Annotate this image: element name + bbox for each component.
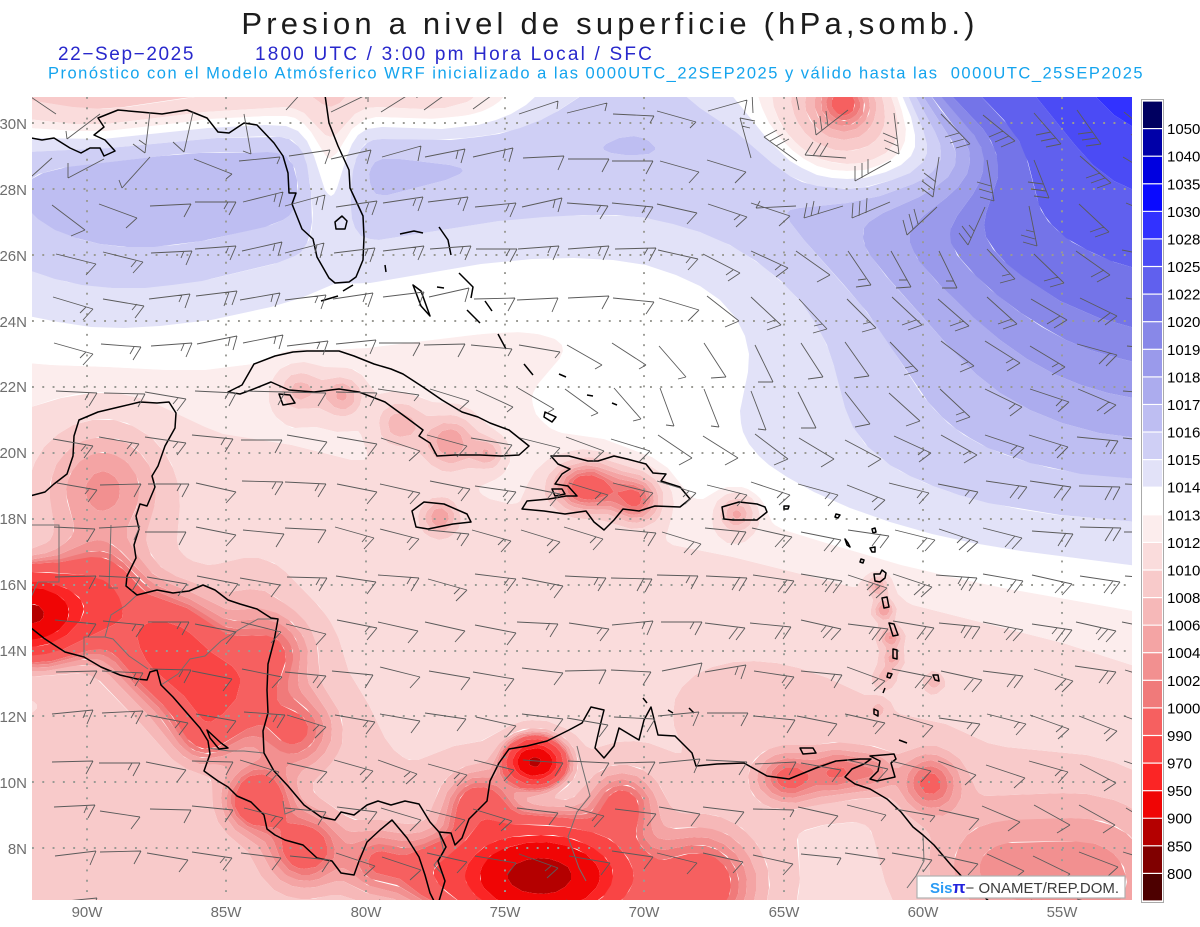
svg-text:12N: 12N [0,709,27,726]
svg-text:1013: 1013 [1167,507,1200,524]
svg-text:Presion a nivel de superficie: Presion a nivel de superficie (hPa,somb.… [241,6,978,41]
svg-text:950: 950 [1167,783,1192,800]
svg-text:800: 800 [1167,866,1192,883]
svg-text:60W: 60W [908,904,940,921]
svg-text:1018: 1018 [1167,369,1200,386]
svg-text:1014: 1014 [1167,480,1200,497]
svg-text:1019: 1019 [1167,342,1200,359]
svg-text:20N: 20N [0,445,27,462]
svg-text:1002: 1002 [1167,673,1200,690]
svg-text:70W: 70W [629,904,661,921]
svg-text:1012: 1012 [1167,535,1200,552]
svg-text:1004: 1004 [1167,645,1200,662]
svg-text:1030: 1030 [1167,204,1200,221]
svg-text:1800 UTC / 3:00 pm Hora Local: 1800 UTC / 3:00 pm Hora Local / SFC [255,44,654,65]
svg-text:1000: 1000 [1167,700,1200,717]
svg-text:Sisπ− ONAMET/REP.DOM.: Sisπ− ONAMET/REP.DOM. [930,878,1119,897]
svg-text:24N: 24N [0,314,27,331]
svg-text:1006: 1006 [1167,618,1200,635]
svg-text:75W: 75W [490,904,522,921]
svg-text:55W: 55W [1047,904,1079,921]
svg-text:80W: 80W [351,904,383,921]
svg-text:1040: 1040 [1167,149,1200,166]
svg-text:18N: 18N [0,511,27,528]
svg-text:85W: 85W [211,904,243,921]
svg-text:1008: 1008 [1167,590,1200,607]
svg-text:1016: 1016 [1167,425,1200,442]
svg-text:1017: 1017 [1167,397,1200,414]
svg-text:30N: 30N [0,116,27,133]
svg-text:1020: 1020 [1167,314,1200,331]
svg-text:16N: 16N [0,577,27,594]
svg-text:65W: 65W [769,904,801,921]
svg-text:22N: 22N [0,379,27,396]
svg-text:28N: 28N [0,182,27,199]
svg-text:14N: 14N [0,643,27,660]
svg-text:970: 970 [1167,756,1192,773]
svg-text:1022: 1022 [1167,287,1200,304]
svg-text:900: 900 [1167,811,1192,828]
svg-text:1010: 1010 [1167,563,1200,580]
svg-text:990: 990 [1167,728,1192,745]
svg-text:22−Sep−2025: 22−Sep−2025 [58,44,195,65]
svg-text:10N: 10N [0,775,27,792]
svg-text:Pronóstico con el Modelo Atmós: Pronóstico con el Modelo Atmósferico WRF… [48,65,1144,83]
svg-text:1050: 1050 [1167,121,1200,138]
svg-text:1028: 1028 [1167,231,1200,248]
svg-text:1025: 1025 [1167,259,1200,276]
svg-text:26N: 26N [0,248,27,265]
svg-text:1035: 1035 [1167,176,1200,193]
svg-text:90W: 90W [72,904,104,921]
svg-text:850: 850 [1167,838,1192,855]
svg-text:8N: 8N [8,841,27,858]
svg-text:1015: 1015 [1167,452,1200,469]
